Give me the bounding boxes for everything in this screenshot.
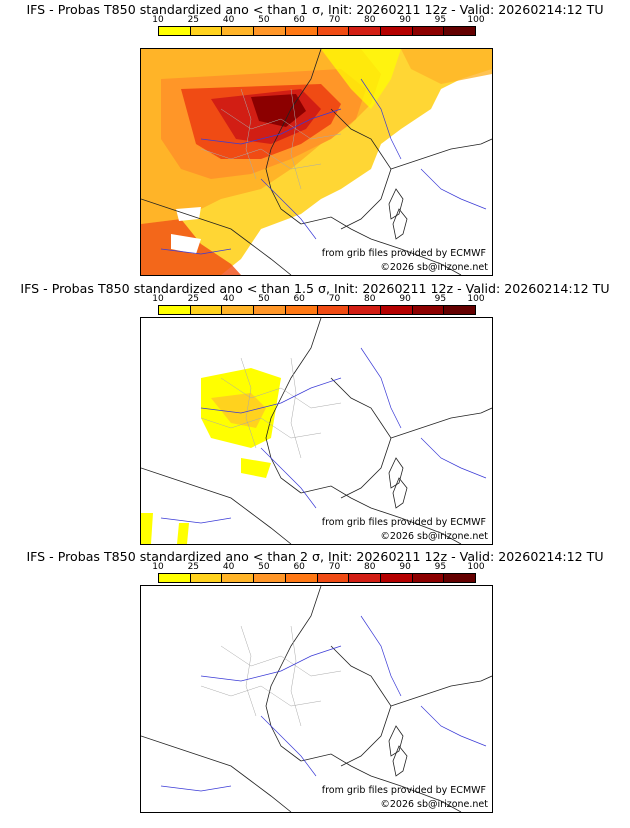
colorbar-segment — [444, 306, 476, 314]
colorbar-tick: 95 — [434, 15, 447, 25]
region-borders — [200, 357, 342, 459]
credit-source: from grib files provided by ECMWF — [321, 785, 486, 796]
colorbar-tick: 50 — [258, 294, 270, 304]
colorbar-tick: 40 — [222, 294, 235, 304]
colorbar-segment — [159, 306, 191, 314]
map-graphic — [141, 586, 492, 812]
probability-field — [141, 368, 281, 544]
panel-2-sigma: IFS - Probas T850 standardized ano < tha… — [0, 549, 630, 819]
region-borders — [200, 625, 342, 727]
colorbar-tick: 10 — [152, 294, 164, 304]
colorbar-segment — [444, 27, 476, 35]
panel-1-sigma: IFS - Probas T850 standardized ano < tha… — [0, 2, 630, 276]
colorbar-segment — [190, 574, 223, 582]
colorbar-segment — [444, 574, 476, 582]
colorbar-tick: 95 — [434, 294, 447, 304]
colorbar-tick: 80 — [364, 562, 376, 572]
region-borders — [200, 88, 342, 190]
colorbar-segment — [222, 27, 255, 35]
colorbar-tick: 100 — [467, 294, 485, 304]
colorbar-segment — [380, 574, 413, 582]
credit-copyright: ©2026 sb@irizone.net — [380, 799, 488, 810]
colorbar-segment — [285, 306, 318, 314]
colorbar-tick: 80 — [364, 294, 376, 304]
probability-map: from grib files provided by ECMWF ©2026 … — [140, 317, 493, 545]
colorbar-tick: 80 — [364, 15, 376, 25]
country-borders — [141, 318, 492, 544]
colorbar-segment — [285, 27, 318, 35]
colorbar-segment — [412, 306, 445, 314]
colorbar-tick: 70 — [328, 562, 341, 572]
colorbar — [158, 305, 476, 315]
colorbar-segment — [317, 574, 350, 582]
rivers — [160, 78, 487, 255]
map-graphic — [141, 49, 492, 275]
colorbar-segment — [254, 27, 286, 35]
colorbar-tick: 60 — [293, 562, 305, 572]
colorbar-tick: 50 — [258, 562, 270, 572]
colorbar-segment — [159, 574, 191, 582]
colorbar-tick: 25 — [187, 294, 200, 304]
colorbar-ticks: 10 25 40 50 60 70 80 90 95 100 — [152, 294, 484, 305]
country-borders — [141, 49, 492, 275]
colorbar-tick: 40 — [222, 562, 235, 572]
credit-source: from grib files provided by ECMWF — [321, 248, 486, 259]
colorbar-tick: 25 — [187, 562, 200, 572]
country-borders — [141, 586, 492, 812]
colorbar — [158, 573, 476, 583]
credit-copyright: ©2026 sb@irizone.net — [380, 262, 488, 273]
colorbar-tick: 60 — [293, 15, 305, 25]
colorbar-segment — [190, 306, 223, 314]
colorbar-tick: 100 — [467, 562, 485, 572]
colorbar-ticks: 10 25 40 50 60 70 80 90 95 100 — [152, 562, 484, 573]
colorbar-tick: 10 — [152, 15, 164, 25]
colorbar-tick: 25 — [187, 15, 200, 25]
colorbar-segment — [412, 27, 445, 35]
colorbar-segment — [159, 27, 191, 35]
colorbar-segment — [349, 306, 381, 314]
colorbar — [158, 26, 476, 36]
panel-title: IFS - Probas T850 standardized ano < tha… — [20, 281, 610, 296]
colorbar-segment — [317, 306, 350, 314]
colorbar-segment — [349, 574, 381, 582]
colorbar-segment — [222, 574, 255, 582]
colorbar-tick: 90 — [399, 294, 411, 304]
panel-1-5-sigma: IFS - Probas T850 standardized ano < tha… — [0, 281, 630, 551]
colorbar-segment — [380, 27, 413, 35]
colorbar-segment — [380, 306, 413, 314]
colorbar-segment — [412, 574, 445, 582]
colorbar-tick: 50 — [258, 15, 270, 25]
colorbar-segment — [317, 27, 350, 35]
colorbar-ticks: 10 25 40 50 60 70 80 90 95 100 — [152, 15, 484, 26]
credit-copyright: ©2026 sb@irizone.net — [380, 531, 488, 542]
colorbar-segment — [190, 27, 223, 35]
probability-map: from grib files provided by ECMWF ©2026 … — [140, 48, 493, 276]
colorbar-tick: 95 — [434, 562, 447, 572]
colorbar-segment — [222, 306, 255, 314]
credit-source: from grib files provided by ECMWF — [321, 517, 486, 528]
colorbar-tick: 10 — [152, 562, 164, 572]
colorbar-segment — [285, 574, 318, 582]
colorbar-segment — [254, 306, 286, 314]
rivers — [160, 615, 487, 792]
colorbar-segment — [254, 574, 286, 582]
colorbar-tick: 40 — [222, 15, 235, 25]
panel-title: IFS - Probas T850 standardized ano < tha… — [26, 2, 604, 17]
map-graphic — [141, 318, 492, 544]
colorbar-tick: 70 — [328, 294, 341, 304]
probability-map: from grib files provided by ECMWF ©2026 … — [140, 585, 493, 813]
colorbar-tick: 70 — [328, 15, 341, 25]
probability-field — [141, 49, 492, 275]
rivers — [160, 347, 487, 524]
colorbar-segment — [349, 27, 381, 35]
colorbar-tick: 90 — [399, 15, 411, 25]
colorbar-tick: 90 — [399, 562, 411, 572]
panel-title: IFS - Probas T850 standardized ano < tha… — [26, 549, 604, 564]
colorbar-tick: 60 — [293, 294, 305, 304]
colorbar-tick: 100 — [467, 15, 485, 25]
